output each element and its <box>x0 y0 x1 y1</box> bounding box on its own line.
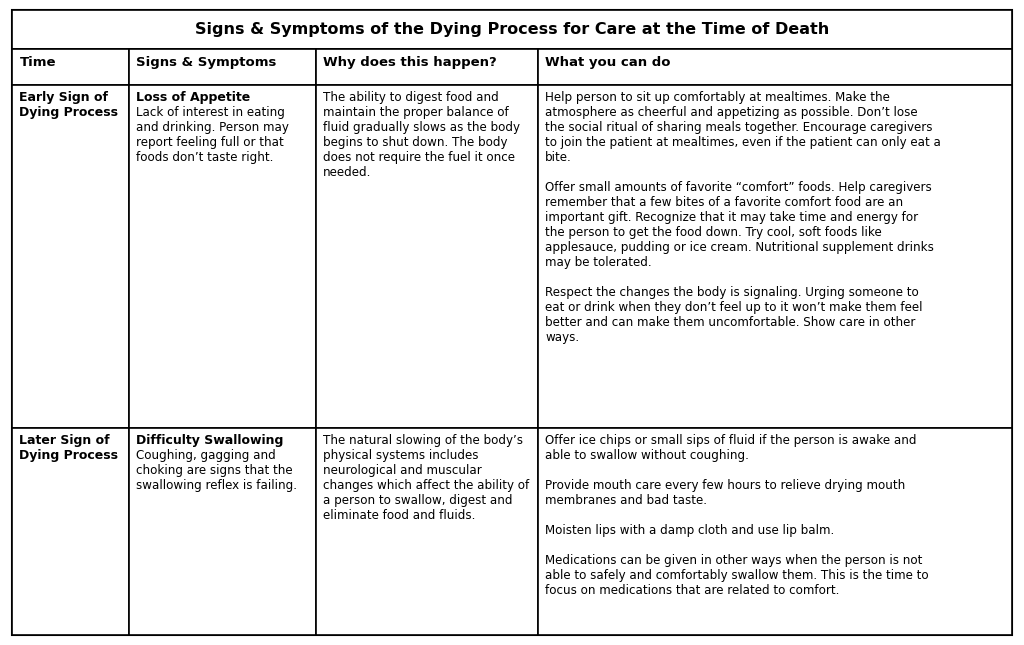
Bar <box>12 49 129 84</box>
Bar <box>129 84 316 428</box>
Text: The ability to digest food and
maintain the proper balance of
fluid gradually sl: The ability to digest food and maintain … <box>324 91 520 179</box>
Text: Time: Time <box>19 55 56 68</box>
Bar <box>316 84 538 428</box>
Bar <box>538 84 1012 428</box>
Text: Later Sign of
Dying Process: Later Sign of Dying Process <box>19 434 119 462</box>
Bar <box>316 49 538 84</box>
Bar <box>316 428 538 635</box>
Text: The natural slowing of the body’s
physical systems includes
neurological and mus: The natural slowing of the body’s physic… <box>324 434 529 522</box>
Bar <box>12 49 1012 84</box>
Text: Lack of interest in eating
and drinking. Person may
report feeling full or that
: Lack of interest in eating and drinking.… <box>136 106 289 164</box>
Text: Signs & Symptoms of the Dying Process for Care at the Time of Death: Signs & Symptoms of the Dying Process fo… <box>195 22 829 37</box>
Text: Offer ice chips or small sips of fluid if the person is awake and
able to swallo: Offer ice chips or small sips of fluid i… <box>545 434 929 597</box>
Bar <box>12 10 1012 49</box>
Bar <box>12 428 129 635</box>
Bar <box>129 49 316 84</box>
Text: Difficulty Swallowing: Difficulty Swallowing <box>136 434 284 447</box>
Bar <box>538 49 1012 84</box>
Text: Early Sign of
Dying Process: Early Sign of Dying Process <box>19 91 119 119</box>
Text: Loss of Appetite: Loss of Appetite <box>136 91 251 104</box>
Bar <box>129 428 316 635</box>
Text: Coughing, gagging and
choking are signs that the
swallowing reflex is failing.: Coughing, gagging and choking are signs … <box>136 449 297 492</box>
Text: Why does this happen?: Why does this happen? <box>324 55 497 68</box>
Bar <box>538 428 1012 635</box>
Text: Signs & Symptoms: Signs & Symptoms <box>136 55 276 68</box>
Text: Help person to sit up comfortably at mealtimes. Make the
atmosphere as cheerful : Help person to sit up comfortably at mea… <box>545 91 941 344</box>
Text: What you can do: What you can do <box>545 55 671 68</box>
Bar <box>12 84 129 428</box>
